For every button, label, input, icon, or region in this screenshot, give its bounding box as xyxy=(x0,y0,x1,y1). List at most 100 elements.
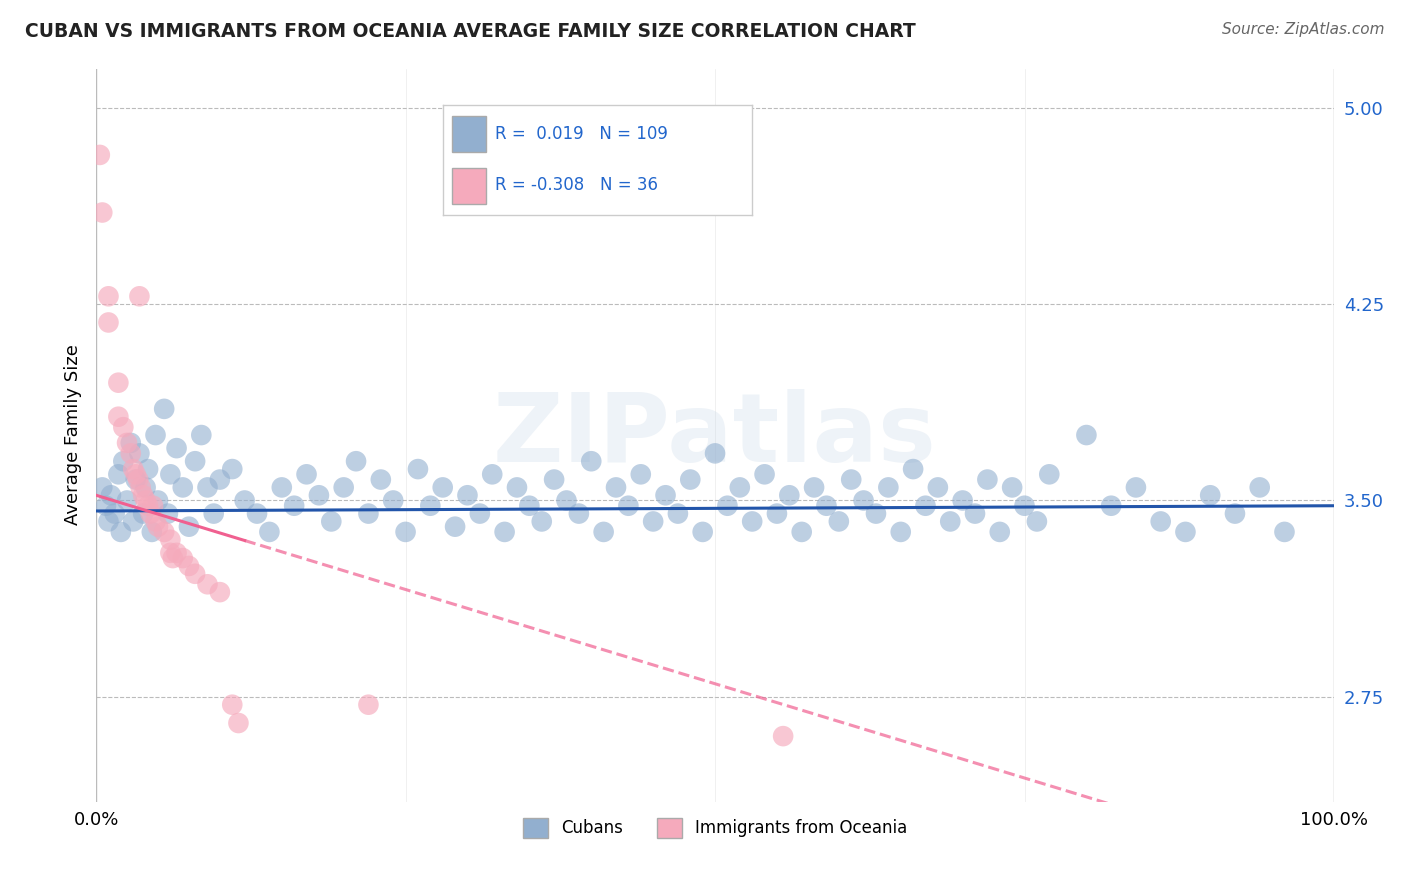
Point xyxy=(162,551,184,566)
Point xyxy=(135,493,157,508)
Point xyxy=(166,441,188,455)
Point xyxy=(132,488,155,502)
Point xyxy=(666,507,689,521)
Point xyxy=(112,454,135,468)
Point xyxy=(617,499,640,513)
Point xyxy=(125,473,148,487)
Point xyxy=(136,499,159,513)
Point xyxy=(208,585,231,599)
Text: ZIPatlas: ZIPatlas xyxy=(494,389,936,482)
Point xyxy=(132,507,155,521)
Point xyxy=(332,480,354,494)
Point xyxy=(1014,499,1036,513)
Point xyxy=(419,499,441,513)
Point xyxy=(146,519,169,533)
Point xyxy=(630,467,652,482)
Point xyxy=(568,507,591,521)
Point xyxy=(519,499,541,513)
Point xyxy=(115,493,138,508)
Point xyxy=(120,446,142,460)
Point xyxy=(202,507,225,521)
Point xyxy=(1274,524,1296,539)
Point xyxy=(233,493,256,508)
Point xyxy=(357,698,380,712)
Point xyxy=(481,467,503,482)
Point xyxy=(159,533,181,547)
Point xyxy=(716,499,738,513)
Point xyxy=(877,480,900,494)
Point xyxy=(115,436,138,450)
Point xyxy=(177,558,200,573)
Point xyxy=(159,546,181,560)
Point xyxy=(129,480,152,494)
Point xyxy=(89,148,111,162)
Point xyxy=(91,480,114,494)
Point xyxy=(166,546,188,560)
Point xyxy=(246,507,269,521)
Point xyxy=(100,488,122,502)
Point xyxy=(128,446,150,460)
Point xyxy=(127,473,149,487)
Point xyxy=(221,698,243,712)
Point xyxy=(208,473,231,487)
Text: CUBAN VS IMMIGRANTS FROM OCEANIA AVERAGE FAMILY SIZE CORRELATION CHART: CUBAN VS IMMIGRANTS FROM OCEANIA AVERAGE… xyxy=(25,22,917,41)
Point xyxy=(432,480,454,494)
Point xyxy=(963,507,986,521)
Point xyxy=(754,467,776,482)
Point xyxy=(228,716,250,731)
Y-axis label: Average Family Size: Average Family Size xyxy=(65,344,82,525)
Point xyxy=(790,524,813,539)
Point xyxy=(112,420,135,434)
Point xyxy=(145,515,167,529)
Point xyxy=(1249,480,1271,494)
Point xyxy=(104,507,127,521)
Point xyxy=(456,488,478,502)
Point xyxy=(728,480,751,494)
Point xyxy=(406,462,429,476)
Point xyxy=(555,493,578,508)
Point xyxy=(221,462,243,476)
Point xyxy=(1199,488,1222,502)
Point xyxy=(1025,515,1047,529)
Point xyxy=(828,515,851,529)
Point xyxy=(184,454,207,468)
Point xyxy=(1099,499,1122,513)
Point xyxy=(543,473,565,487)
Point xyxy=(952,493,974,508)
Point xyxy=(91,205,114,219)
Legend: Cubans, Immigrants from Oceania: Cubans, Immigrants from Oceania xyxy=(516,811,914,845)
Point xyxy=(839,473,862,487)
Point xyxy=(530,515,553,529)
Point xyxy=(778,488,800,502)
Point xyxy=(177,519,200,533)
Point xyxy=(139,507,162,521)
Point xyxy=(1150,515,1173,529)
Point xyxy=(939,515,962,529)
Point xyxy=(370,473,392,487)
Point xyxy=(772,729,794,743)
Point xyxy=(259,524,281,539)
Point xyxy=(128,289,150,303)
Point xyxy=(1223,507,1246,521)
Point xyxy=(927,480,949,494)
Point xyxy=(122,462,145,476)
Point xyxy=(494,524,516,539)
Point xyxy=(184,566,207,581)
Point xyxy=(766,507,789,521)
Point xyxy=(357,507,380,521)
Point xyxy=(197,480,219,494)
Point xyxy=(865,507,887,521)
Point xyxy=(94,499,117,513)
Point xyxy=(1038,467,1060,482)
Point xyxy=(741,515,763,529)
Point xyxy=(679,473,702,487)
Point xyxy=(1076,428,1098,442)
Point xyxy=(145,428,167,442)
Point xyxy=(153,524,176,539)
Point xyxy=(321,515,343,529)
Point xyxy=(172,480,194,494)
Point xyxy=(1174,524,1197,539)
Point xyxy=(901,462,924,476)
Point xyxy=(803,480,825,494)
Point xyxy=(153,401,176,416)
